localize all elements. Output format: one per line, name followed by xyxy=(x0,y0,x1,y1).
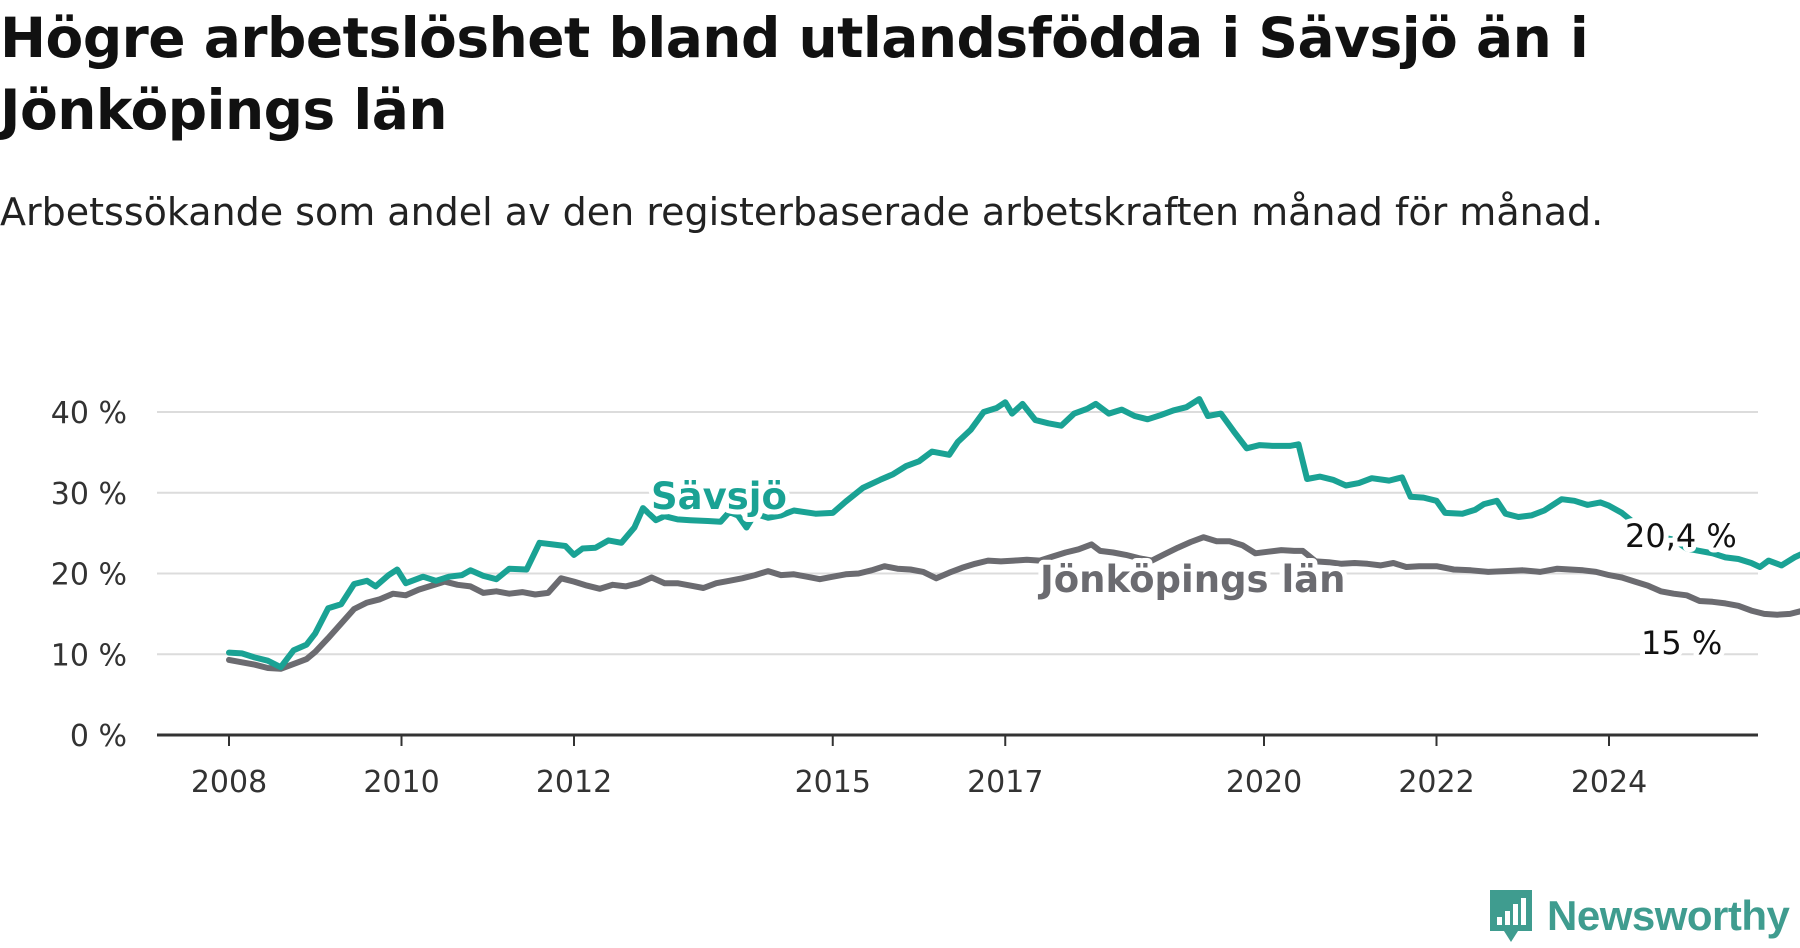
x-tick-label: 2010 xyxy=(363,765,439,800)
y-gridlines xyxy=(157,411,1758,656)
x-tick-label: 2024 xyxy=(1571,765,1647,800)
x-tick-label: 2022 xyxy=(1398,765,1474,800)
x-tick-label: 2015 xyxy=(795,765,871,800)
series-line xyxy=(226,396,1800,671)
x-tick-label: 2008 xyxy=(191,765,267,800)
series-line xyxy=(226,534,1800,672)
newsworthy-logo-icon xyxy=(1490,890,1532,942)
end-value-label-savsjo: 20,4 % xyxy=(1625,517,1737,555)
x-tick-label: 2017 xyxy=(967,765,1043,800)
series-labels: Sävsjö Jönköpings län 20,4 % 15 % xyxy=(646,470,1742,667)
newsworthy-brand: Newsworthy xyxy=(1487,886,1790,946)
y-tick-label: 30 % xyxy=(51,477,127,512)
x-tick-label: 2020 xyxy=(1226,765,1302,800)
y-tick-label: 40 % xyxy=(51,396,127,431)
chart-subtitle: Arbetssökande som andel av den registerb… xyxy=(0,190,1604,234)
y-tick-label: 10 % xyxy=(51,638,127,673)
x-tick-label: 2012 xyxy=(536,765,612,800)
y-tick-label: 20 % xyxy=(51,558,127,593)
y-axis-tick-labels: 0 % 10 % 20 % 30 % 40 % xyxy=(51,396,127,754)
x-axis-ticks: 2008 2010 2012 2015 2017 2020 2022 2024 xyxy=(191,735,1647,800)
series-label-savsjo: Sävsjö xyxy=(651,475,787,518)
y-tick-label: 0 % xyxy=(70,719,127,754)
end-value-label-jonkopings-lan: 15 % xyxy=(1641,624,1722,662)
series-label-jonkopings-lan: Jönköpings län xyxy=(1037,558,1345,601)
brand-name: Newsworthy xyxy=(1547,892,1790,939)
chart-title: Högre arbetslöshet bland utlandsfödda i … xyxy=(0,6,1589,142)
series-lines xyxy=(226,396,1800,672)
